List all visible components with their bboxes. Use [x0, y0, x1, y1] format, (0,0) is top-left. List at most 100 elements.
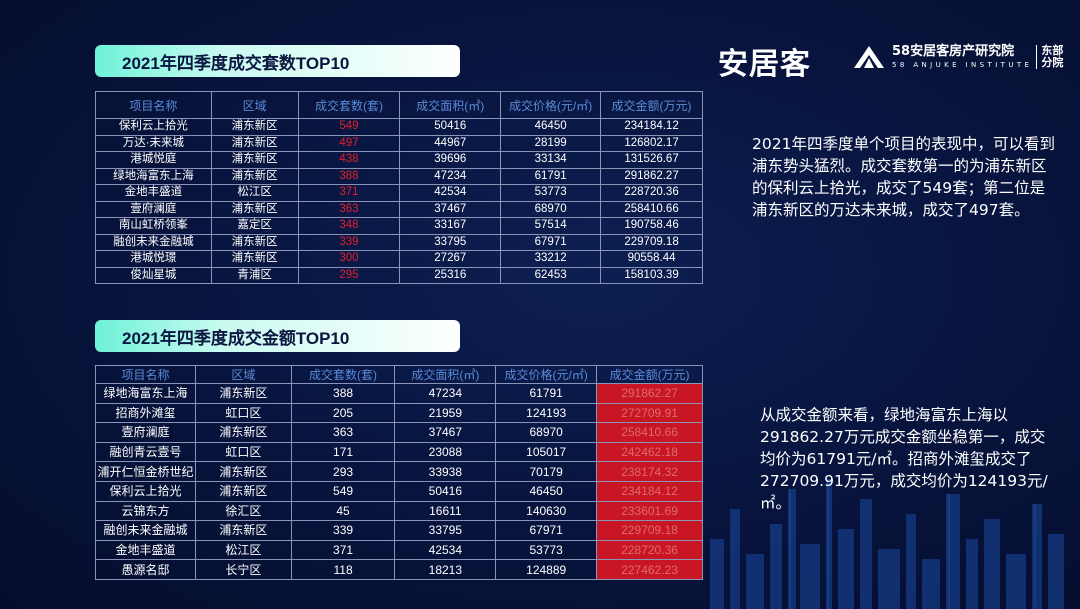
cell-amount: 233601.69	[596, 500, 703, 522]
cell-amount: 126802.17	[600, 134, 703, 152]
table-row: 金地丰盛道 松江区 371 42534 53773 228720.36	[95, 184, 703, 202]
column-header: 区域	[194, 365, 292, 384]
cell-project: 融创未来金融城	[95, 233, 212, 251]
cell-amount: 228720.36	[600, 184, 703, 202]
table-row: 绿地海富东上海 浦东新区 388 47234 61791 291862.27	[95, 167, 703, 185]
cell-price: 105017	[495, 441, 598, 463]
cell-price: 62453	[500, 266, 602, 284]
cell-project: 壹府澜庭	[95, 200, 212, 218]
cell-district: 浦东新区	[194, 383, 292, 404]
table-row: 壹府澜庭 浦东新区 363 37467 68970 258410.66	[95, 200, 703, 218]
cell-area: 47234	[399, 167, 502, 185]
cell-area: 16611	[394, 500, 497, 522]
table-row: 云锦东方 徐汇区 45 16611 140630 233601.69	[95, 500, 703, 522]
cell-district: 浦东新区	[194, 422, 292, 443]
cell-units: 171	[290, 441, 396, 463]
cell-project: 保利云上拾光	[95, 118, 212, 136]
cell-district: 长宁区	[194, 559, 292, 580]
cell-price: 68970	[500, 200, 602, 218]
cell-price: 53773	[500, 184, 602, 202]
cell-price: 33134	[500, 151, 602, 169]
cell-area: 23088	[394, 441, 497, 463]
cell-units: 549	[290, 480, 396, 502]
cell-area: 42534	[399, 184, 502, 202]
cell-units: 205	[290, 402, 396, 424]
cell-amount: 234184.12	[596, 480, 703, 502]
section1-title: 2021年四季度成交套数TOP10	[95, 45, 460, 77]
cell-amount: 238174.32	[596, 461, 703, 482]
units-top10-table: 项目名称 区域 成交套数(套) 成交面积(㎡) 成交价格(元/㎡) 成交金额(万…	[95, 91, 703, 284]
cell-district: 浦东新区	[210, 134, 299, 152]
cell-district: 浦东新区	[210, 167, 299, 185]
cell-price: 46450	[500, 118, 602, 136]
table-row: 浦开仁恒金桥世纪 浦东新区 293 33938 70179 238174.32	[95, 461, 703, 482]
cell-area: 33167	[399, 217, 502, 235]
cell-project: 港城悦庭	[95, 151, 212, 169]
cell-project: 云锦东方	[95, 500, 196, 522]
cell-units: 339	[297, 233, 401, 251]
cell-project: 愚源名邸	[95, 559, 196, 580]
cell-amount: 90558.44	[600, 250, 703, 268]
table-row: 南山虹桥领峯 嘉定区 348 33167 57514 190758.46	[95, 217, 703, 235]
cell-area: 37467	[399, 200, 502, 218]
cell-district: 浦东新区	[194, 520, 292, 541]
cell-amount: 258410.66	[600, 200, 703, 218]
amount-top10-table: 项目名称 区域 成交套数(套) 成交面积(㎡) 成交价格(元/㎡) 成交金额(万…	[95, 365, 703, 580]
column-header: 成交面积(㎡)	[399, 91, 502, 119]
cell-price: 28199	[500, 134, 602, 152]
cell-amount: 227462.23	[596, 559, 703, 580]
cell-district: 浦东新区	[210, 151, 299, 169]
cell-project: 保利云上拾光	[95, 480, 196, 502]
cell-amount: 131526.67	[600, 151, 703, 169]
cell-project: 俊灿星城	[95, 266, 212, 284]
column-header: 项目名称	[95, 91, 212, 119]
cell-district: 浦东新区	[210, 233, 299, 251]
cell-amount: 242462.18	[596, 441, 703, 463]
cell-amount: 228720.36	[596, 539, 703, 561]
cell-amount: 272709.91	[596, 402, 703, 424]
cell-project: 南山虹桥领峯	[95, 217, 212, 235]
cell-district: 嘉定区	[210, 217, 299, 235]
cell-units: 371	[297, 184, 401, 202]
column-header: 成交金额(万元)	[596, 365, 703, 384]
cell-area: 33795	[399, 233, 502, 251]
institute-mark-icon	[854, 46, 884, 68]
cell-area: 37467	[394, 422, 497, 443]
cell-district: 松江区	[194, 539, 292, 561]
cell-area: 33795	[394, 520, 497, 541]
cell-project: 港城悦璟	[95, 250, 212, 268]
cell-district: 徐汇区	[194, 500, 292, 522]
cell-price: 61791	[495, 383, 598, 404]
cell-project: 融创青云壹号	[95, 441, 196, 463]
cell-price: 70179	[495, 461, 598, 482]
cell-price: 61791	[500, 167, 602, 185]
column-header: 区域	[210, 91, 299, 119]
cell-amount: 291862.27	[596, 383, 703, 404]
section2-title: 2021年四季度成交金额TOP10	[95, 320, 460, 352]
column-header: 成交面积(㎡)	[394, 365, 497, 384]
cell-units: 363	[290, 422, 396, 443]
cell-price: 46450	[495, 480, 598, 502]
column-header: 成交套数(套)	[297, 91, 401, 119]
institute-branch: 东部分院	[1036, 45, 1065, 69]
cell-area: 18213	[394, 559, 497, 580]
cell-units: 438	[297, 151, 401, 169]
cell-units: 388	[290, 383, 396, 404]
column-header: 成交价格(元/㎡)	[500, 91, 602, 119]
cell-area: 50416	[399, 118, 502, 136]
table-row: 融创青云壹号 虹口区 171 23088 105017 242462.18	[95, 441, 703, 463]
table-row: 愚源名邸 长宁区 118 18213 124889 227462.23	[95, 559, 703, 580]
cell-units: 497	[297, 134, 401, 152]
table-row: 保利云上拾光 浦东新区 549 50416 46450 234184.12	[95, 480, 703, 502]
cell-units: 363	[297, 200, 401, 218]
cell-price: 67971	[495, 520, 598, 541]
table-row: 万达·未来城 浦东新区 497 44967 28199 126802.17	[95, 134, 703, 152]
cell-price: 124889	[495, 559, 598, 580]
table-header-row: 项目名称 区域 成交套数(套) 成交面积(㎡) 成交价格(元/㎡) 成交金额(万…	[95, 365, 703, 384]
cell-price: 57514	[500, 217, 602, 235]
cell-units: 348	[297, 217, 401, 235]
cell-area: 21959	[394, 402, 497, 424]
table-header-row: 项目名称 区域 成交套数(套) 成交面积(㎡) 成交价格(元/㎡) 成交金额(万…	[95, 91, 703, 119]
table-row: 港城悦庭 浦东新区 438 39696 33134 131526.67	[95, 151, 703, 169]
cell-units: 339	[290, 520, 396, 541]
